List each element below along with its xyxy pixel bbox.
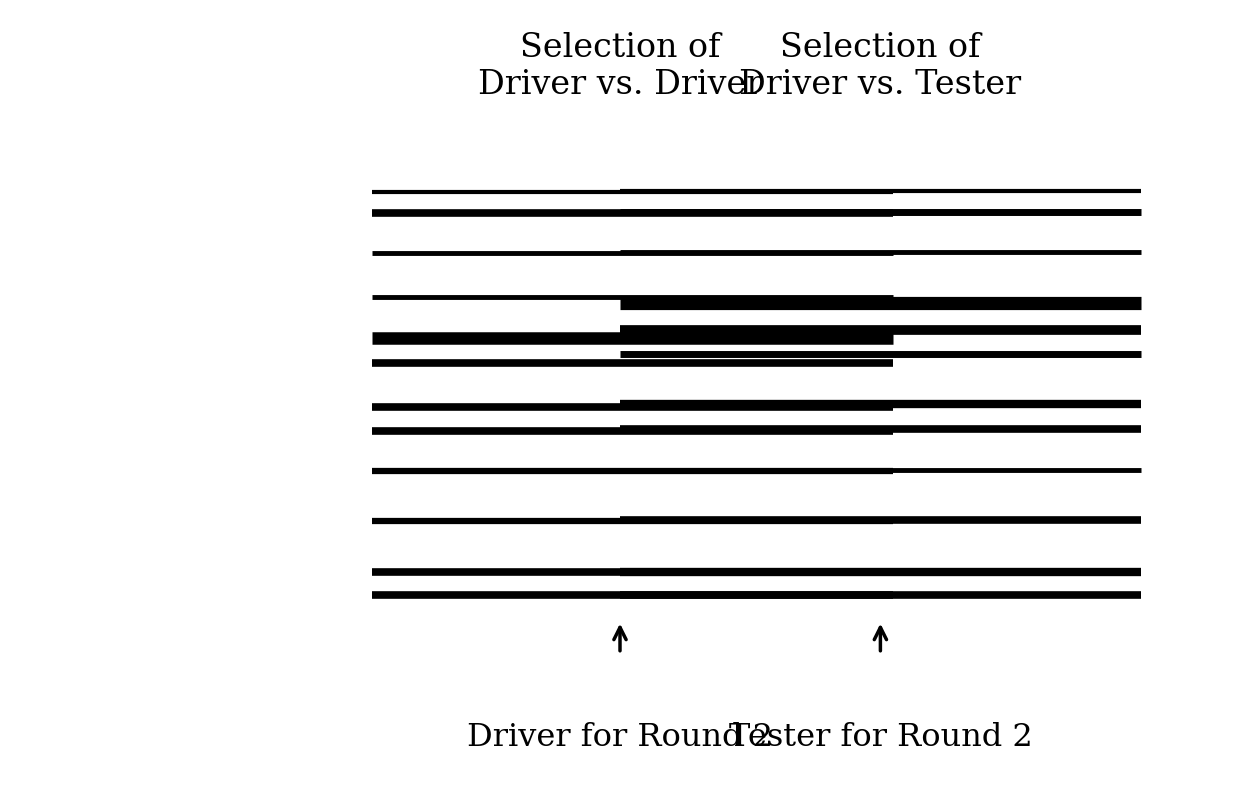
Text: Selection of
Driver vs. Tester: Selection of Driver vs. Tester [739,32,1022,101]
Text: Tester for Round 2: Tester for Round 2 [729,723,1032,753]
Text: Driver for Round 2: Driver for Round 2 [467,723,773,753]
Text: Selection of
Driver vs. Driver: Selection of Driver vs. Driver [477,32,763,101]
